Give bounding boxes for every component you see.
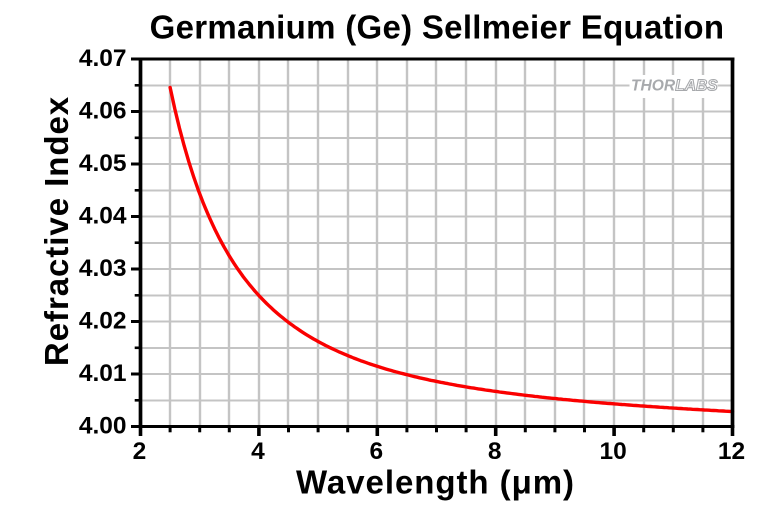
svg-text:8: 8 bbox=[488, 438, 502, 465]
svg-text:4: 4 bbox=[251, 438, 265, 465]
svg-text:4.06: 4.06 bbox=[79, 97, 127, 124]
svg-text:4.00: 4.00 bbox=[79, 412, 127, 439]
svg-text:10: 10 bbox=[599, 438, 626, 465]
svg-text:4.02: 4.02 bbox=[79, 307, 127, 334]
svg-text:4.01: 4.01 bbox=[79, 360, 127, 387]
svg-text:Wavelength (μm): Wavelength (μm) bbox=[296, 464, 575, 501]
svg-text:6: 6 bbox=[369, 438, 383, 465]
svg-text:12: 12 bbox=[718, 438, 745, 465]
svg-text:4.03: 4.03 bbox=[79, 255, 127, 282]
svg-text:THORLABS: THORLABS bbox=[631, 78, 718, 95]
svg-text:4.04: 4.04 bbox=[79, 202, 127, 229]
svg-text:4.05: 4.05 bbox=[79, 150, 127, 177]
svg-text:Germanium (Ge) Sellmeier Equat: Germanium (Ge) Sellmeier Equation bbox=[150, 9, 725, 46]
svg-text:2: 2 bbox=[133, 438, 147, 465]
svg-text:Refractive Index: Refractive Index bbox=[38, 96, 75, 366]
svg-text:4.07: 4.07 bbox=[79, 45, 127, 72]
